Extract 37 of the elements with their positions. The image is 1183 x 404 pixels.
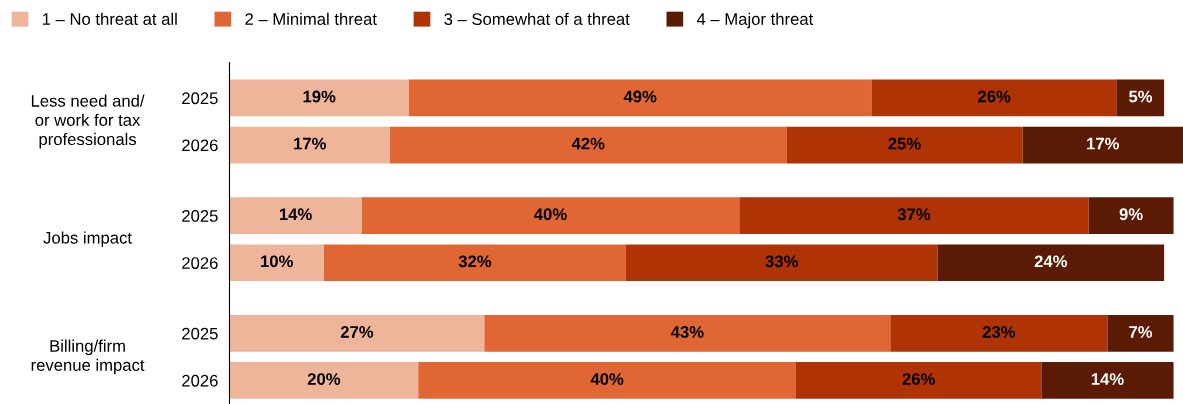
data-label: 9% <box>1119 208 1143 221</box>
y-tick-label: 2025 <box>182 210 218 222</box>
y-tick-label: 2025 <box>182 327 218 340</box>
data-label: 27% <box>340 326 374 338</box>
y-tick-label: 2026 <box>182 257 218 269</box>
legend-label: 2 – Minimal threat <box>245 12 377 25</box>
data-label: 24% <box>1034 255 1068 268</box>
text: Less need and/ or work for tax professionals <box>31 94 145 149</box>
data-label: 40% <box>534 208 567 221</box>
legend-label: 3 – Somewhat of a threat <box>444 12 630 25</box>
legend-label: 4 – Major threat <box>696 12 814 29</box>
data-label: 33% <box>765 255 799 268</box>
data-label: 23% <box>982 326 1016 338</box>
data-label: 19% <box>303 90 336 103</box>
data-label: 17% <box>294 137 326 150</box>
y-tick-label: 2025 <box>182 92 218 105</box>
y-tick-label: 2026 <box>182 374 218 387</box>
text: Billing/firm revenue impact <box>31 339 145 375</box>
data-label: 26% <box>978 90 1011 103</box>
data-label: 37% <box>897 208 931 221</box>
data-label: 14% <box>279 208 312 221</box>
data-label: 10% <box>261 255 293 268</box>
data-label: 26% <box>902 373 935 385</box>
data-label: 42% <box>571 137 605 150</box>
data-label: 14% <box>1091 373 1124 385</box>
text: Jobs impact <box>43 231 132 247</box>
data-label: 20% <box>307 373 341 385</box>
data-label: 43% <box>670 326 704 338</box>
y-tick-label: 2026 <box>182 139 218 152</box>
data-label: 5% <box>1128 90 1153 103</box>
data-label: 40% <box>590 373 624 385</box>
data-label: 17% <box>1087 137 1119 150</box>
legend-label: 1 – No threat at all <box>42 12 177 25</box>
data-label: 32% <box>458 255 492 268</box>
data-label: 49% <box>623 90 657 103</box>
data-label: 7% <box>1129 326 1153 338</box>
data-label: 25% <box>888 137 921 150</box>
